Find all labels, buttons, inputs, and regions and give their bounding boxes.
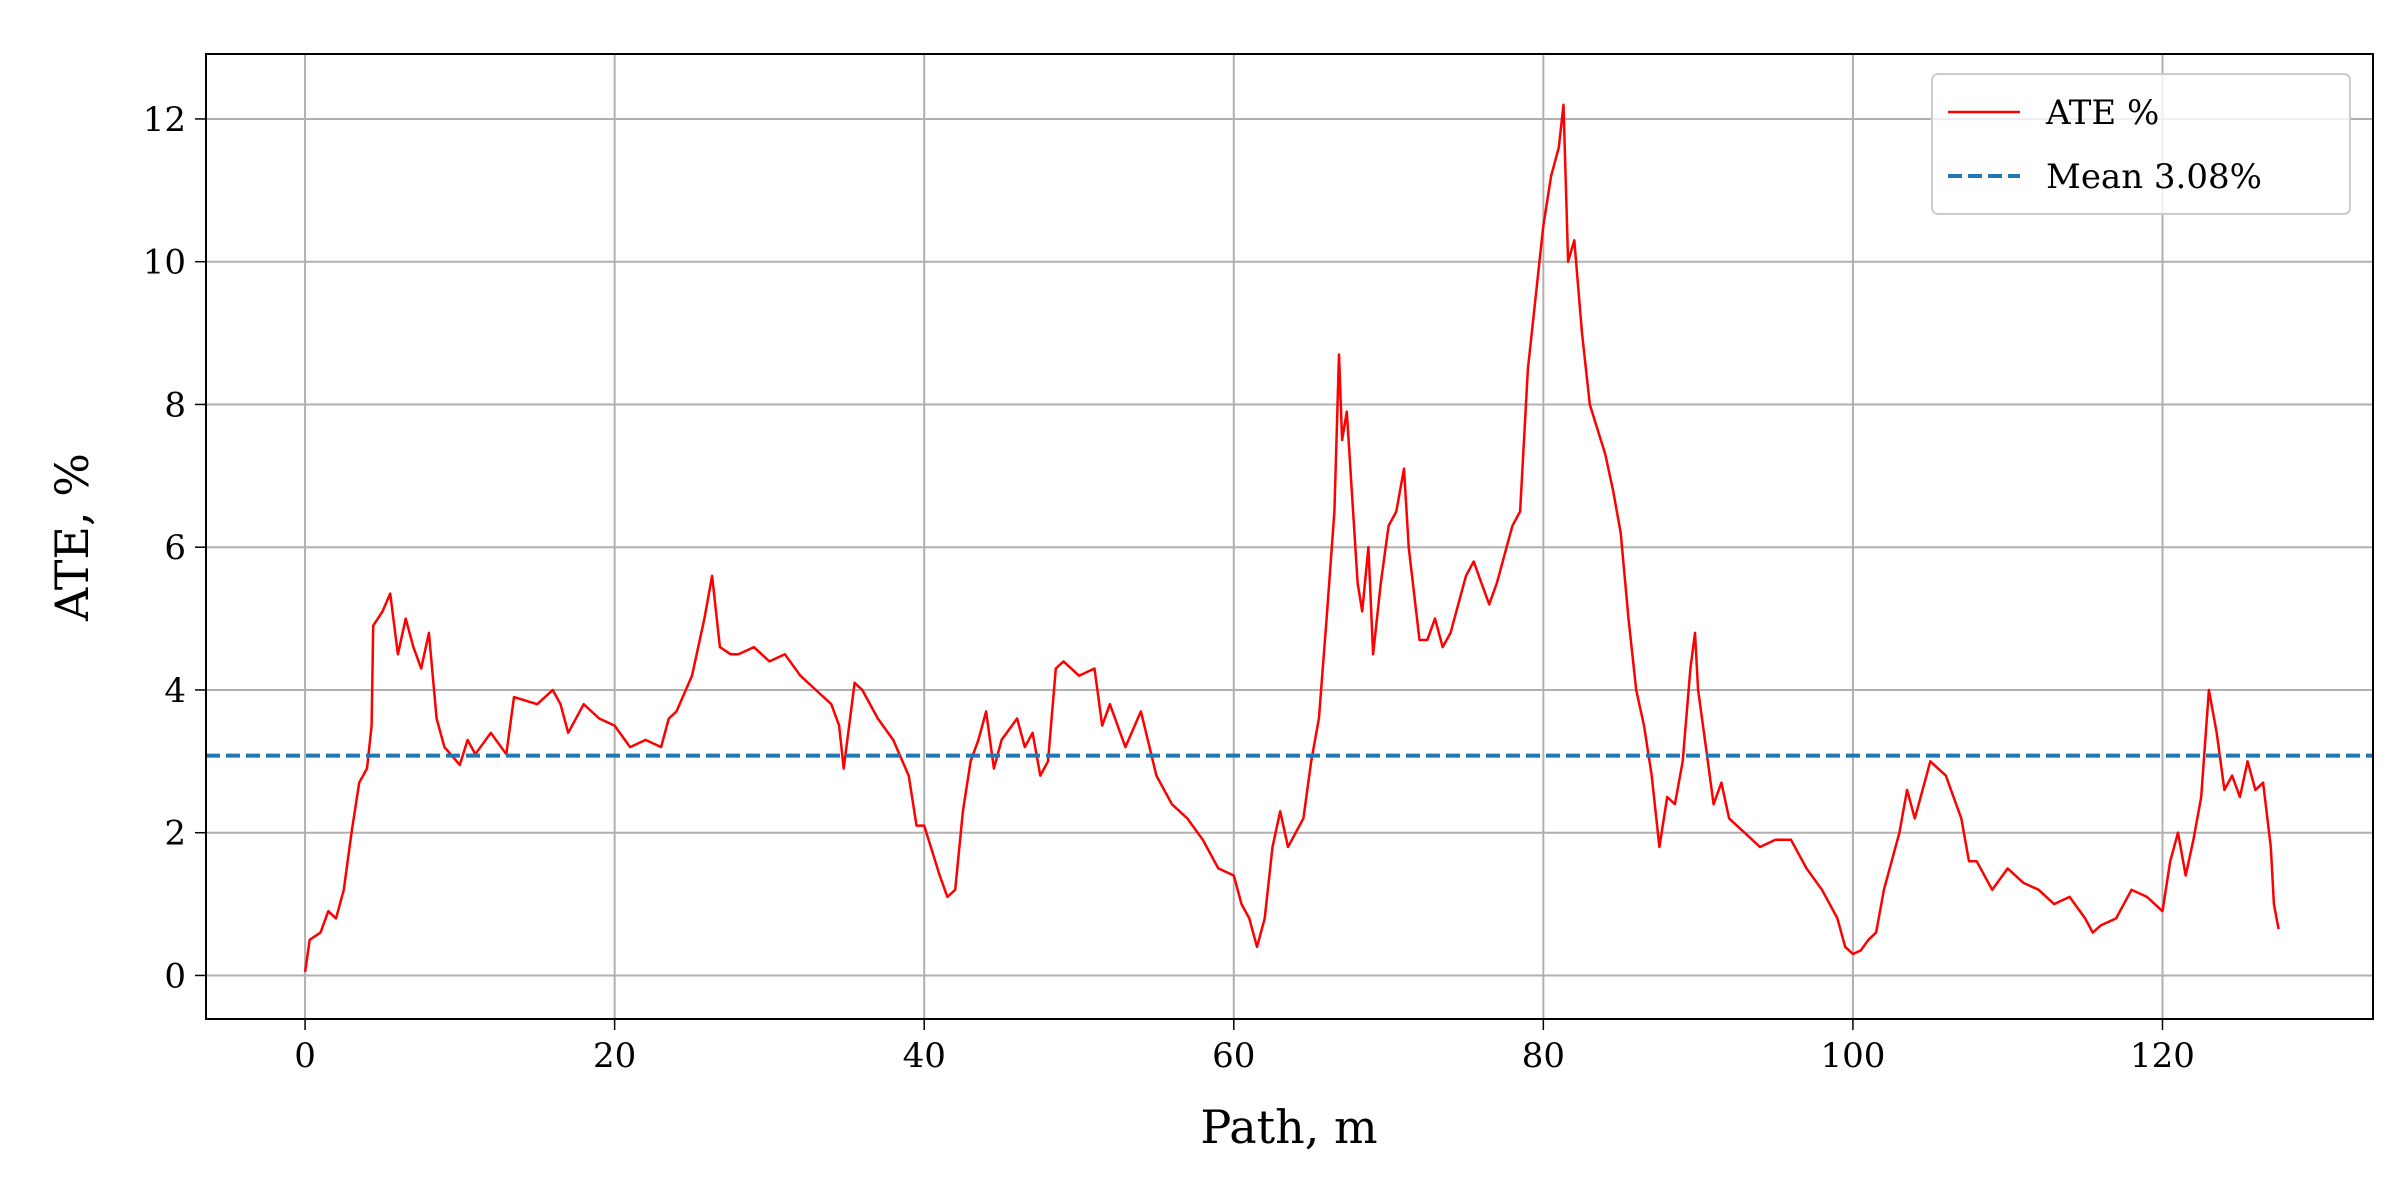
y-tick-label: 0 [164,956,186,996]
x-axis-label: Path, m [1200,1100,1377,1154]
y-tick-label: 10 [143,243,186,283]
x-tick-label: 100 [1820,1036,1885,1076]
x-tick-label: 60 [1212,1036,1255,1076]
y-tick-label: 6 [164,528,186,568]
legend-label: ATE % [2045,93,2159,133]
legend-box [1931,73,2351,215]
x-tick-label: 0 [294,1036,316,1076]
x-tick-label: 40 [903,1036,946,1076]
legend: ATE % Mean 3.08% [1931,73,2351,215]
data-line [303,103,2280,973]
y-tick-label: 2 [164,814,186,854]
y-tick-label: 8 [164,385,186,425]
y-axis-label: ATE, % [45,453,99,622]
x-tick-label: 120 [2130,1036,2195,1076]
plot-frame [205,53,2374,1020]
x-tick-label: 20 [593,1036,636,1076]
x-tick-label: 80 [1522,1036,1565,1076]
legend-label: Mean 3.08% [2046,157,2262,197]
y-tick-label: 4 [164,671,186,711]
y-tick-label: 12 [143,100,186,140]
